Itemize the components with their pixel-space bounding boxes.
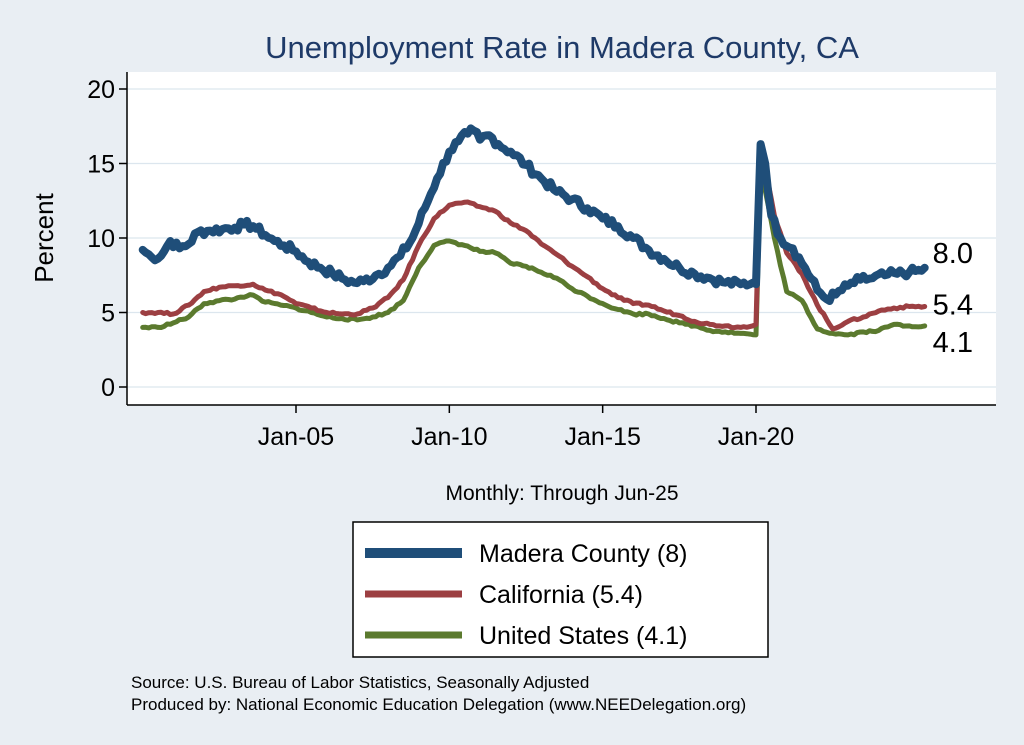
end-labels: 8.0 5.4 4.1: [933, 238, 973, 359]
x-tick-label: Jan-20: [718, 423, 794, 451]
series-lines: [138, 124, 929, 338]
legend-label: California (5.4): [479, 581, 643, 609]
y-tick-label: 0: [101, 374, 115, 402]
source-note: Source: U.S. Bureau of Labor Statistics,…: [131, 673, 589, 692]
x-axis-note: Monthly: Through Jun-25: [445, 482, 678, 505]
y-tick-label: 20: [87, 76, 115, 104]
end-label-madera-county: 8.0: [933, 238, 973, 270]
series-line-california: [140, 147, 928, 332]
legend: Madera County (8) California (5.4) United …: [352, 521, 769, 658]
y-tick-label: 10: [87, 225, 115, 253]
axes: 0 5 10 15 20 Jan-05 Jan-10 Jan-15 Jan-20: [87, 72, 996, 451]
legend-label: United States (4.1): [479, 622, 687, 650]
y-axis-label: Percent: [29, 192, 59, 282]
series-line-madera-county: [138, 124, 929, 305]
x-tick-label: Jan-10: [411, 423, 487, 451]
x-tick-label: Jan-05: [258, 423, 334, 451]
end-label-california: 5.4: [933, 290, 973, 322]
x-tick-label: Jan-15: [564, 423, 640, 451]
end-label-united-states: 4.1: [933, 327, 973, 359]
y-tick-label: 5: [101, 300, 115, 328]
chart-title: Unemployment Rate in Madera County, CA: [265, 30, 859, 65]
legend-label: Madera County (8): [479, 540, 687, 568]
y-tick-label: 15: [87, 151, 115, 179]
producer-note: Produced by: National Economic Education…: [131, 695, 746, 714]
series-line-united-states: [140, 165, 928, 338]
